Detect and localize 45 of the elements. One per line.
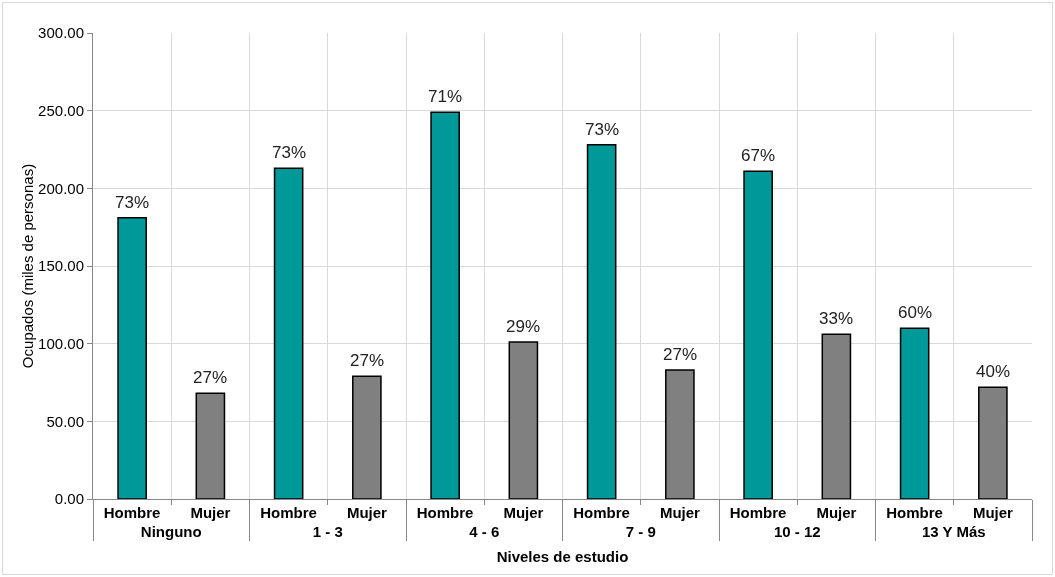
annotation: 33% (819, 309, 854, 328)
text: Hombre (416, 504, 474, 521)
x-tick-label: 1 - 3 (312, 523, 343, 540)
x-tick-label: 10 - 12 (773, 523, 821, 540)
x-tick-label: 13 Y Más (921, 523, 986, 540)
annotation: 73% (115, 193, 150, 212)
y-axis-title: Ocupados (miles de personas) (19, 163, 37, 369)
series-label: Mujer (659, 504, 701, 521)
bar (117, 217, 147, 499)
bar (273, 167, 304, 499)
annotation: 73% (585, 120, 620, 139)
text: Mujer (190, 504, 231, 521)
text: Mujer (346, 504, 387, 521)
annotation: 71% (428, 87, 463, 106)
annotation: 27% (193, 368, 228, 387)
text: Hombre (573, 504, 630, 521)
y-tick-label: 50.00 (46, 412, 84, 430)
bar (586, 144, 617, 499)
bar (430, 111, 460, 499)
bar (899, 327, 930, 499)
y-tick-label: 200.00 (38, 179, 84, 197)
bar (743, 170, 773, 499)
y-tick-label: 300.00 (38, 24, 84, 42)
x-tick-label: Ninguno (140, 523, 202, 540)
text: Mujer (816, 504, 857, 521)
text: Mujer (503, 504, 544, 521)
annotation: 67% (741, 146, 776, 165)
annotation: 40% (976, 362, 1011, 381)
annotation: 29% (506, 317, 541, 336)
x-tick-label: 4 - 6 (469, 523, 500, 540)
y-tick-label: 100.00 (38, 334, 84, 352)
text: Hombre (886, 504, 943, 521)
x-axis-title: Niveles de estudio (496, 548, 629, 565)
annotation: 27% (350, 351, 385, 370)
y-tick-label: 250.00 (38, 101, 84, 119)
y-tick-label: 150.00 (38, 257, 84, 275)
text: Hombre (729, 504, 787, 521)
annotation: 27% (663, 345, 698, 364)
annotation: 73% (272, 143, 307, 162)
x-tick-label: 7 - 9 (625, 523, 656, 540)
text: Hombre (260, 504, 317, 521)
text: Mujer (972, 504, 1013, 521)
y-tick-label: 0.00 (54, 490, 84, 508)
series-label: Hombre (103, 504, 161, 521)
annotation: 60% (898, 303, 933, 322)
